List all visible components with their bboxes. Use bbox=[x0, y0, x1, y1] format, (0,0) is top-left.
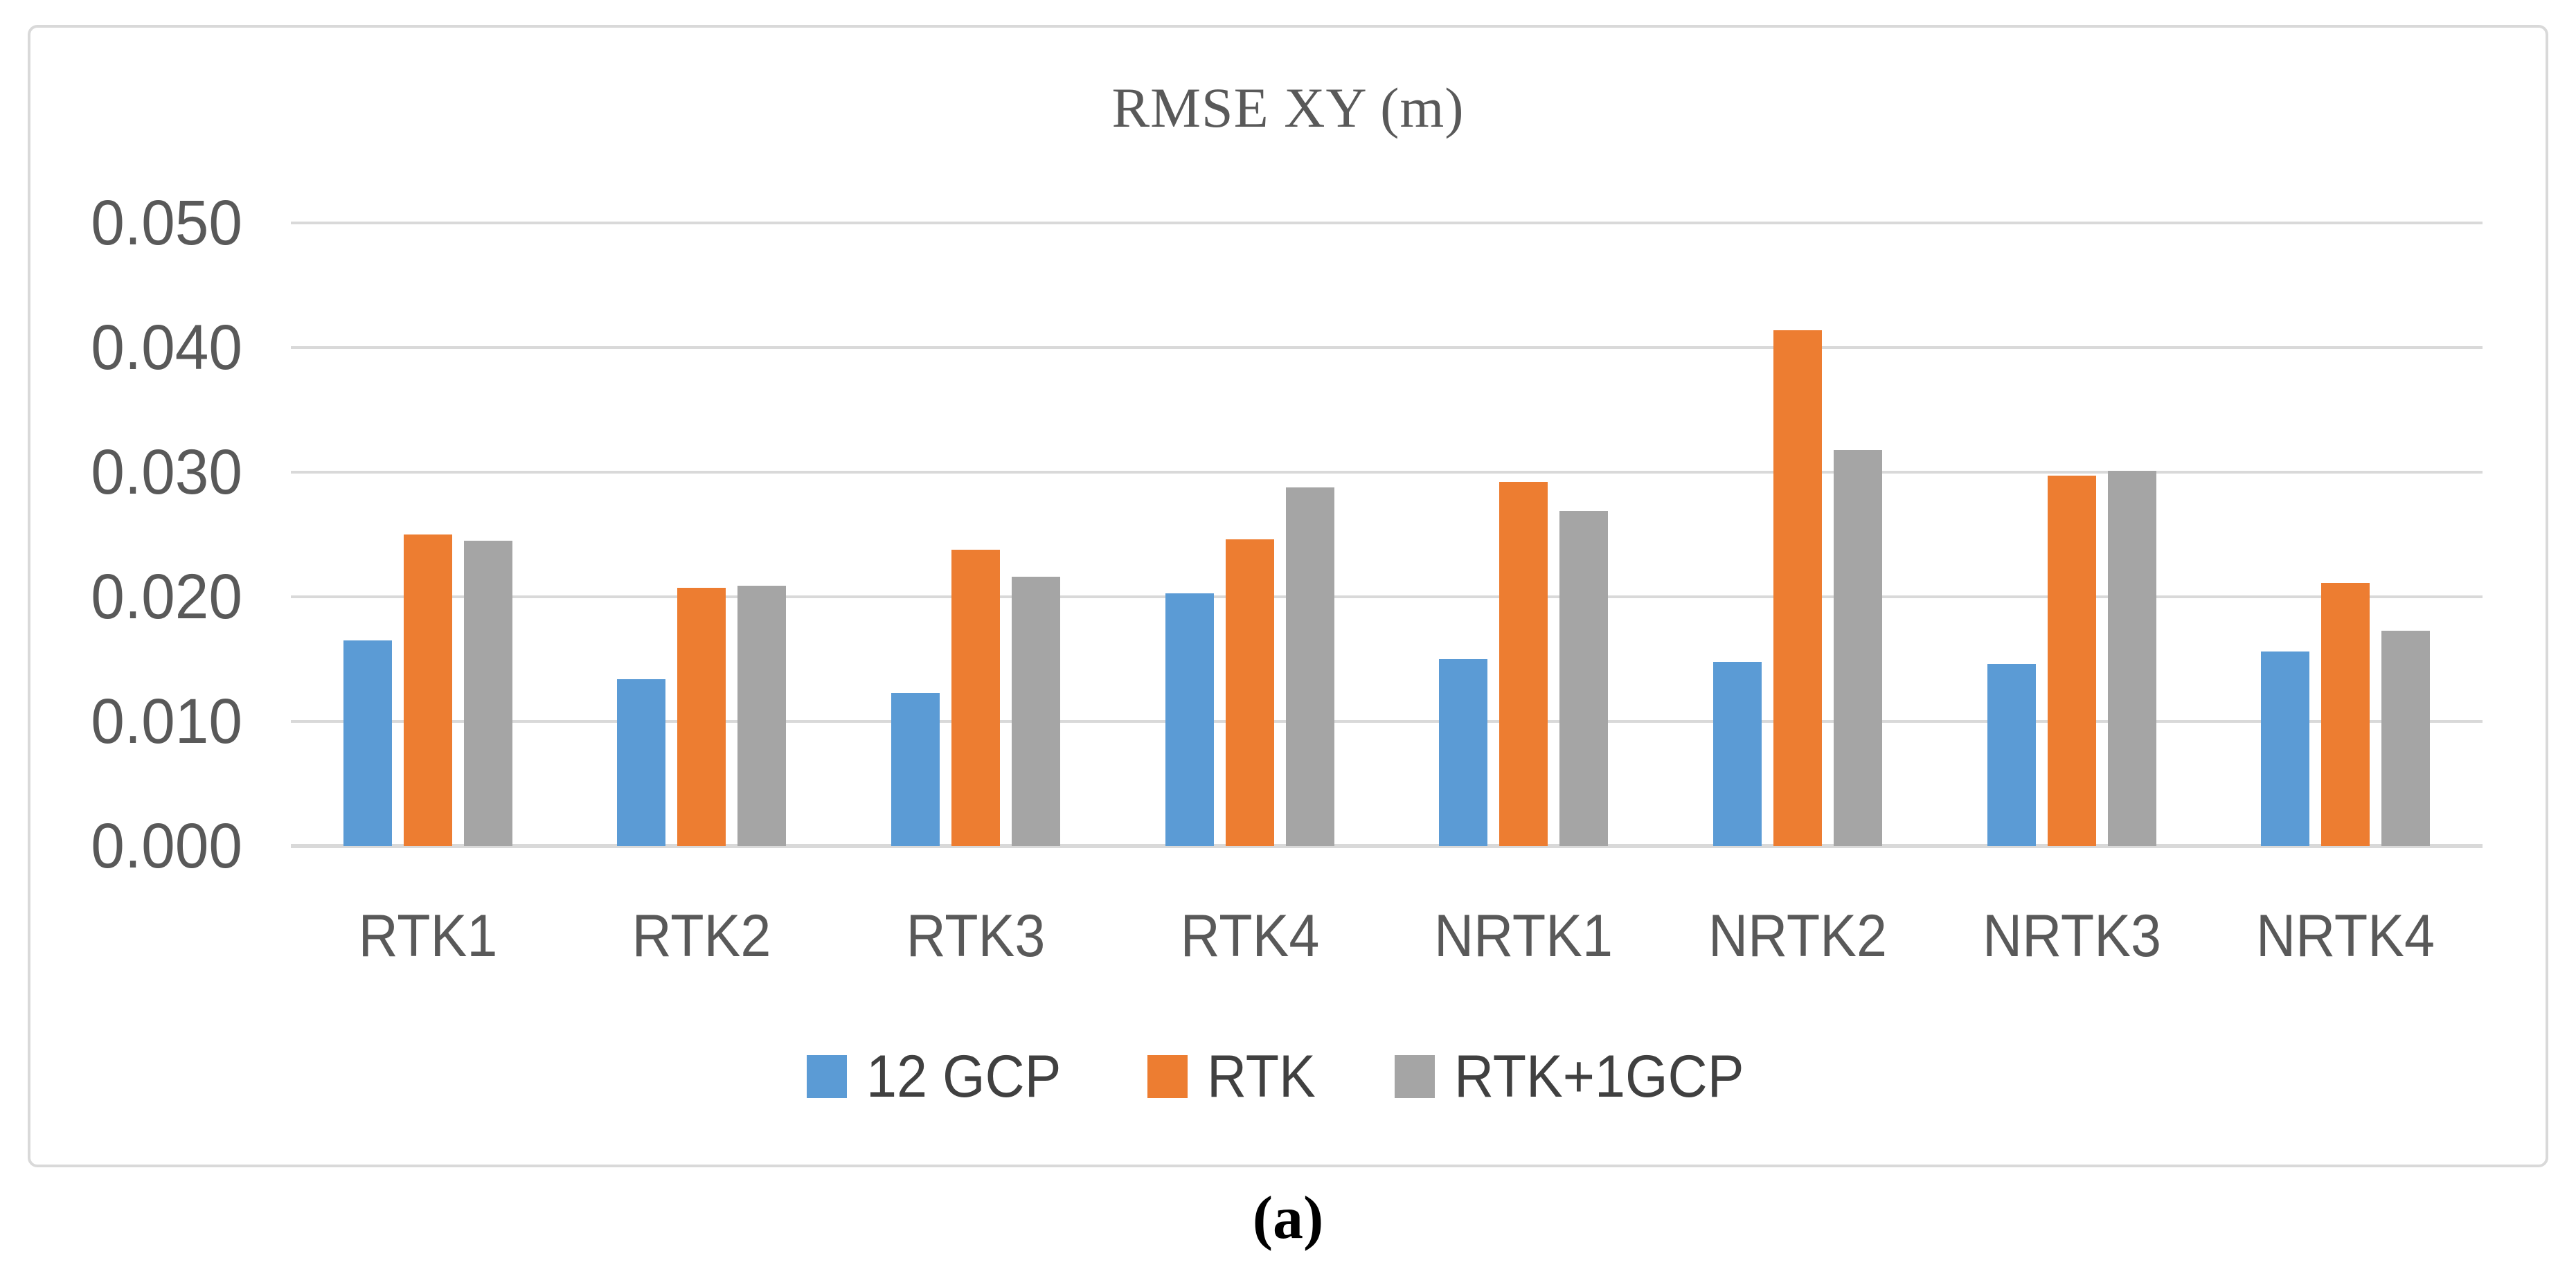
bar-nrtk2-12gcp bbox=[1712, 661, 1762, 846]
y-tick-label: 0.020 bbox=[91, 561, 242, 632]
legend-item-rtk: RTK bbox=[1147, 1045, 1325, 1108]
legend-item-rtk1gcp: RTK+1GCP bbox=[1394, 1043, 1769, 1110]
legend-swatch-icon bbox=[1394, 1055, 1435, 1098]
figure-caption: (a) bbox=[1252, 1185, 1324, 1252]
x-category-label: NRTK1 bbox=[1434, 903, 1613, 969]
legend-swatch-icon bbox=[1147, 1055, 1188, 1098]
x-category-label: NRTK3 bbox=[1982, 903, 2161, 969]
bar-rtk1-12gcp bbox=[343, 640, 392, 846]
x-axis-line bbox=[291, 844, 2483, 848]
x-category-label: RTK4 bbox=[1180, 903, 1320, 969]
gridline bbox=[291, 222, 2483, 224]
bar-rtk4-rtk bbox=[1225, 539, 1274, 846]
x-category-label: NRTK2 bbox=[1708, 903, 1887, 969]
legend-swatch-icon bbox=[807, 1055, 848, 1098]
chart-title: RMSE XY (m) bbox=[1111, 76, 1465, 139]
bar-nrtk4-rtk bbox=[2321, 583, 2370, 846]
legend-label: RTK bbox=[1207, 1043, 1316, 1110]
gridline bbox=[291, 346, 2483, 349]
bar-rtk4-12gcp bbox=[1165, 593, 1214, 846]
bar-rtk1-rtk1gcp bbox=[463, 541, 512, 846]
y-tick-label: 0.000 bbox=[91, 811, 242, 881]
bar-nrtk3-rtk1gcp bbox=[2107, 471, 2156, 846]
gridline bbox=[291, 595, 2483, 598]
bar-nrtk1-rtk bbox=[1499, 482, 1548, 846]
bar-nrtk2-rtk bbox=[1773, 330, 1822, 846]
y-tick-label: 0.050 bbox=[91, 188, 242, 258]
bar-rtk3-rtk1gcp bbox=[1012, 577, 1061, 846]
bar-nrtk1-rtk1gcp bbox=[1559, 510, 1609, 846]
bar-nrtk3-12gcp bbox=[1987, 664, 2036, 846]
y-tick-label: 0.030 bbox=[91, 437, 242, 507]
x-category-label: RTK3 bbox=[906, 903, 1046, 969]
bar-rtk1-rtk bbox=[403, 534, 452, 846]
y-tick-label: 0.010 bbox=[91, 686, 242, 757]
bar-rtk2-rtk1gcp bbox=[737, 585, 787, 846]
gridline bbox=[291, 471, 2483, 474]
legend-label: 12 GCP bbox=[866, 1043, 1062, 1110]
x-category-label: RTK1 bbox=[358, 903, 498, 969]
bar-rtk4-rtk1gcp bbox=[1285, 487, 1334, 846]
y-tick-label: 0.040 bbox=[91, 312, 242, 383]
legend-item-12gcp: 12 GCP bbox=[807, 1045, 1078, 1108]
x-category-label: RTK2 bbox=[632, 903, 771, 969]
legend-label: RTK+1GCP bbox=[1454, 1043, 1744, 1110]
bar-rtk2-rtk bbox=[677, 588, 726, 846]
bar-rtk3-rtk bbox=[951, 549, 1001, 846]
bar-rtk3-12gcp bbox=[891, 692, 940, 846]
bar-rtk2-12gcp bbox=[617, 679, 666, 846]
gridline bbox=[291, 720, 2483, 723]
bar-nrtk1-12gcp bbox=[1439, 659, 1488, 846]
legend: 12 GCP RTK RTK+1GCP bbox=[28, 1043, 2548, 1110]
bar-nrtk4-12gcp bbox=[2261, 652, 2310, 846]
x-category-label: NRTK4 bbox=[2256, 903, 2435, 969]
bar-nrtk4-rtk1gcp bbox=[2381, 630, 2431, 846]
bar-nrtk2-rtk1gcp bbox=[1833, 449, 1882, 846]
bar-nrtk3-rtk bbox=[2047, 476, 2096, 846]
